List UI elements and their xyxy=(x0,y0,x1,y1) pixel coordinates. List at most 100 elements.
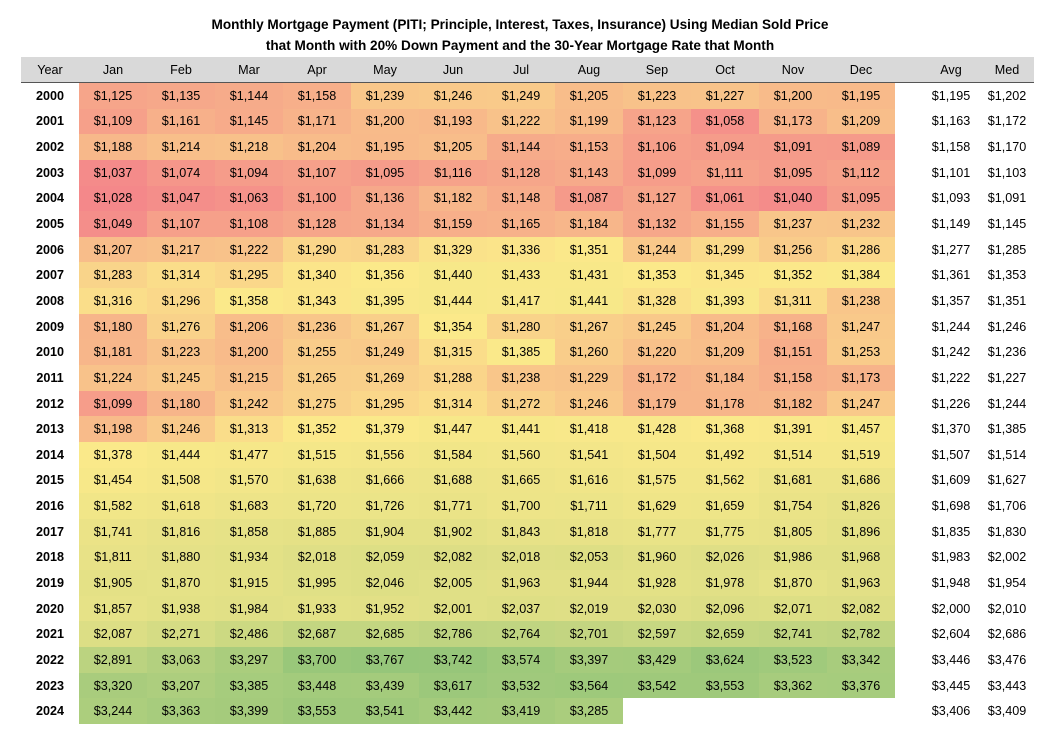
med-cell: $1,954 xyxy=(987,575,1027,590)
payment-cell: $1,223 xyxy=(147,339,215,366)
payment-cell: $2,071 xyxy=(759,595,827,622)
payment-cell: $1,132 xyxy=(623,211,691,237)
payment-cell: $1,775 xyxy=(691,518,759,545)
avg-cell: $3,445 xyxy=(931,678,971,693)
table-row: 2011 $1,224 $1,245 $1,215 $1,265 $1,269 $1,288… xyxy=(21,365,1034,391)
table-row: 2001 $1,109 $1,161 $1,145 $1,171 $1,200 $1,193… xyxy=(21,108,1034,135)
payment-cell: $1,179 xyxy=(623,390,691,417)
year-cell: 2014 xyxy=(35,447,65,462)
avg-cell: $3,446 xyxy=(931,652,971,667)
payment-cell: $1,128 xyxy=(487,159,555,186)
table-row: 2023 $3,320 $3,207 $3,385 $3,448 $3,439 $3,617… xyxy=(21,672,1034,699)
payment-cell: $1,570 xyxy=(215,467,283,494)
payment-cell: $1,885 xyxy=(283,518,351,545)
payment-cell: $3,700 xyxy=(283,647,351,673)
year-cell: 2024 xyxy=(35,704,65,719)
payment-cell: $3,297 xyxy=(215,647,283,673)
payment-cell: $1,283 xyxy=(79,262,147,289)
med-cell: $1,202 xyxy=(987,88,1027,103)
avg-cell: $1,835 xyxy=(931,524,971,539)
payment-cell: $1,314 xyxy=(419,390,487,417)
payment-cell: $3,397 xyxy=(555,647,623,673)
year-cell: 2013 xyxy=(35,422,65,437)
payment-cell: $3,362 xyxy=(759,672,827,699)
payment-cell: $1,963 xyxy=(487,570,555,596)
payment-cell: $1,188 xyxy=(79,134,147,160)
avg-cell: $1,149 xyxy=(931,217,971,232)
payment-cell: $2,486 xyxy=(215,621,283,648)
table-row: 2012 $1,099 $1,180 $1,242 $1,275 $1,295 $1,314… xyxy=(21,390,1034,417)
year-cell: 2019 xyxy=(35,575,65,590)
payment-cell: $1,904 xyxy=(351,518,419,545)
payment-cell: $1,255 xyxy=(283,339,351,366)
payment-cell: $1,220 xyxy=(623,339,691,366)
avg-cell: $1,158 xyxy=(931,140,971,155)
med-cell: $1,385 xyxy=(987,422,1027,437)
payment-cell: $1,826 xyxy=(827,493,895,519)
payment-cell: $1,249 xyxy=(487,82,555,109)
payment-cell: $1,963 xyxy=(827,570,895,596)
payment-cell: $1,182 xyxy=(419,185,487,212)
payment-cell: $1,143 xyxy=(555,159,623,186)
payment-cell: $3,574 xyxy=(487,647,555,673)
payment-cell: $1,159 xyxy=(419,211,487,237)
payment-cell: $1,944 xyxy=(555,570,623,596)
payment-cell: $1,218 xyxy=(215,134,283,160)
year-cell: 2000 xyxy=(35,88,65,103)
payment-cell: $1,239 xyxy=(351,82,419,109)
payment-cell: $1,265 xyxy=(283,365,351,391)
year-cell: 2015 xyxy=(35,473,65,488)
payment-cell: $1,352 xyxy=(759,262,827,289)
payment-cell: $1,952 xyxy=(351,595,419,622)
payment-cell: $1,858 xyxy=(215,518,283,545)
table-row: 2006 $1,207 $1,217 $1,222 $1,290 $1,283 $1,329… xyxy=(21,236,1034,263)
payment-cell: $1,247 xyxy=(827,313,895,340)
payment-cell: $1,173 xyxy=(759,108,827,135)
payment-cell: $1,418 xyxy=(555,416,623,442)
avg-cell: $1,242 xyxy=(931,345,971,360)
column-gap xyxy=(895,493,922,519)
table-row: 2002 $1,188 $1,214 $1,218 $1,204 $1,195 $1,205… xyxy=(21,134,1034,160)
payment-cell: $3,419 xyxy=(487,698,555,725)
payment-cell: $1,095 xyxy=(827,185,895,212)
payment-cell: $1,127 xyxy=(623,185,691,212)
payment-cell: $1,313 xyxy=(215,416,283,442)
avg-cell: $1,609 xyxy=(931,473,971,488)
avg-cell: $2,000 xyxy=(931,601,971,616)
payment-cell: $1,336 xyxy=(487,236,555,263)
med-cell: $1,353 xyxy=(987,268,1027,283)
payment-cell: $2,026 xyxy=(691,544,759,571)
payment-cell: $1,172 xyxy=(623,365,691,391)
year-cell: 2009 xyxy=(35,319,65,334)
payment-cell: $1,246 xyxy=(419,82,487,109)
payment-cell: $3,617 xyxy=(419,672,487,699)
payment-cell: $1,094 xyxy=(691,134,759,160)
table-row: 2019 $1,905 $1,870 $1,915 $1,995 $2,046 $2,005… xyxy=(21,570,1034,596)
med-cell: $1,091 xyxy=(987,191,1027,206)
payment-cell: $1,161 xyxy=(147,108,215,135)
payment-cell: $1,315 xyxy=(419,339,487,366)
year-cell: 2018 xyxy=(35,550,65,565)
payment-cell: $1,238 xyxy=(487,365,555,391)
payment-cell: $1,283 xyxy=(351,236,419,263)
payment-cell: $1,299 xyxy=(691,236,759,263)
payment-cell: $1,986 xyxy=(759,544,827,571)
med-cell: $3,443 xyxy=(987,678,1027,693)
payment-cell: $1,896 xyxy=(827,518,895,545)
payment-cell: $1,128 xyxy=(283,211,351,237)
payment-cell: $1,771 xyxy=(419,493,487,519)
payment-cell: $3,448 xyxy=(283,672,351,699)
payment-cell: $1,178 xyxy=(691,390,759,417)
payment-cell: $1,288 xyxy=(419,365,487,391)
payment-cell: $1,666 xyxy=(351,467,419,494)
payment-cell: $1,180 xyxy=(147,390,215,417)
payment-cell: $1,818 xyxy=(555,518,623,545)
payment-cell: $1,209 xyxy=(827,108,895,135)
payment-cell: $2,891 xyxy=(79,647,147,673)
avg-cell: $1,948 xyxy=(931,575,971,590)
med-cell: $1,285 xyxy=(987,242,1027,257)
table-row: 2013 $1,198 $1,246 $1,313 $1,352 $1,379 $1,447… xyxy=(21,416,1034,442)
payment-cell: $1,960 xyxy=(623,544,691,571)
payment-cell: $1,457 xyxy=(827,416,895,442)
payment-cell: $1,237 xyxy=(759,211,827,237)
